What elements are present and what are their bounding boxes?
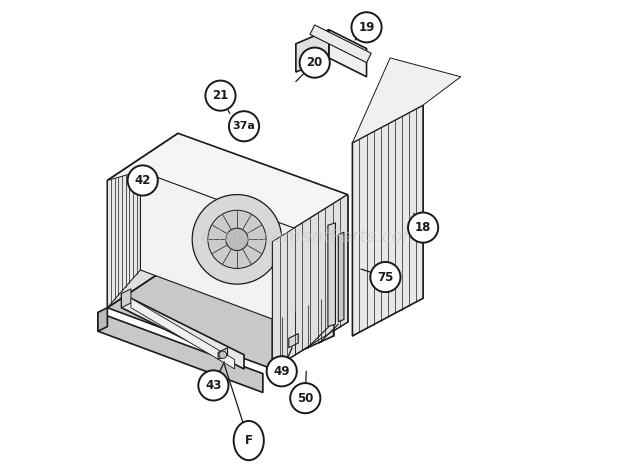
Polygon shape xyxy=(329,30,366,77)
Circle shape xyxy=(352,12,382,42)
Text: 49: 49 xyxy=(273,365,290,378)
Text: F: F xyxy=(245,434,253,447)
Polygon shape xyxy=(122,293,244,369)
Circle shape xyxy=(128,165,158,196)
Circle shape xyxy=(226,228,248,251)
Text: 50: 50 xyxy=(297,392,314,405)
Circle shape xyxy=(299,47,330,78)
Polygon shape xyxy=(107,133,348,242)
Circle shape xyxy=(229,111,259,141)
Polygon shape xyxy=(107,133,178,308)
Circle shape xyxy=(198,370,229,401)
Polygon shape xyxy=(107,261,348,369)
Polygon shape xyxy=(281,293,334,359)
Polygon shape xyxy=(272,195,348,369)
Polygon shape xyxy=(310,25,371,63)
Text: 21: 21 xyxy=(212,89,229,102)
Circle shape xyxy=(205,81,236,111)
Circle shape xyxy=(192,195,281,284)
Text: 20: 20 xyxy=(306,56,323,69)
Polygon shape xyxy=(352,58,461,143)
Circle shape xyxy=(267,356,297,386)
Polygon shape xyxy=(140,171,305,331)
Polygon shape xyxy=(122,289,131,308)
Text: 18: 18 xyxy=(415,221,432,234)
Polygon shape xyxy=(339,232,344,322)
Polygon shape xyxy=(289,334,298,348)
Text: 42: 42 xyxy=(135,174,151,187)
Polygon shape xyxy=(107,171,140,308)
Polygon shape xyxy=(296,30,329,72)
Polygon shape xyxy=(272,195,348,369)
Circle shape xyxy=(408,212,438,243)
Circle shape xyxy=(290,383,321,413)
Polygon shape xyxy=(131,298,234,369)
Text: 75: 75 xyxy=(377,271,394,283)
Polygon shape xyxy=(98,312,263,392)
Text: 19: 19 xyxy=(358,21,374,34)
Polygon shape xyxy=(218,348,228,359)
Circle shape xyxy=(208,210,266,268)
Polygon shape xyxy=(305,218,343,331)
Polygon shape xyxy=(98,308,107,331)
Text: 37a: 37a xyxy=(232,121,255,131)
Text: 43: 43 xyxy=(205,379,221,392)
Polygon shape xyxy=(328,223,335,327)
Text: eReplacementParts.com: eReplacementParts.com xyxy=(200,228,420,246)
Polygon shape xyxy=(352,105,423,336)
Circle shape xyxy=(370,262,401,292)
Ellipse shape xyxy=(234,421,264,460)
Circle shape xyxy=(219,351,226,358)
